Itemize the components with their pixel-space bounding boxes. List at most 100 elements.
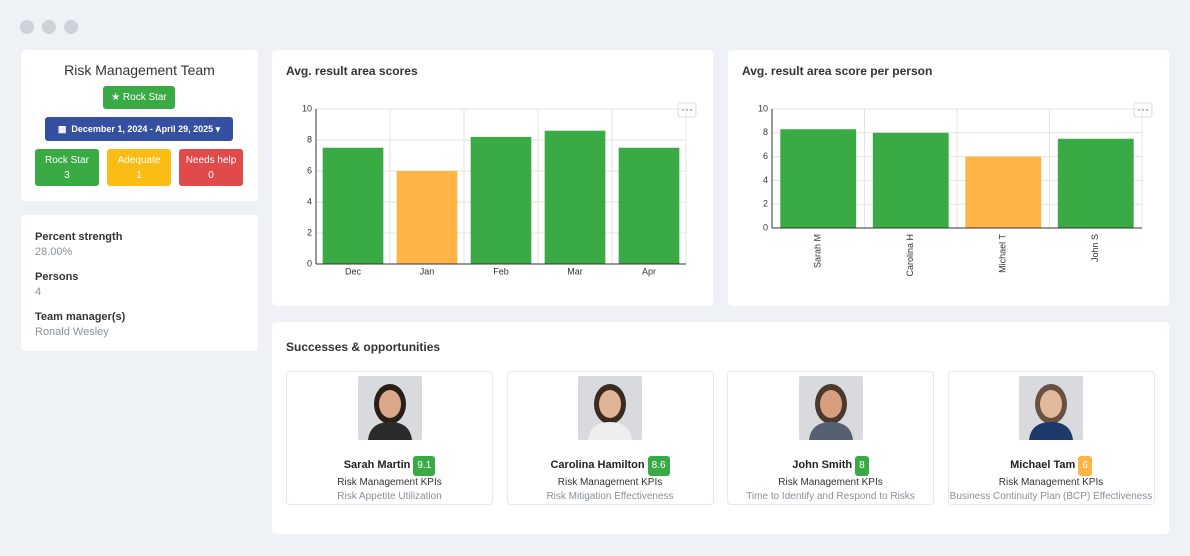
chart: Avg. result area score per person 0 2 4 6 8 10…: [742, 64, 1153, 277]
person-card[interactable]: John Smith 8 Risk Management KPIs Time to I…: [727, 371, 934, 505]
info-label: Percent strength: [35, 231, 123, 243]
person-card[interactable]: Michael Tam 6 Risk Management KPIs Business…: [947, 371, 1155, 505]
y-tick-label: 4: [763, 175, 768, 185]
shirt: [367, 422, 412, 440]
score-badge: 8.6: [647, 456, 670, 476]
bar: [780, 129, 857, 228]
chart: Avg. result area scores 0 2 4 6 8 10 Dec Jan Feb M…: [286, 64, 697, 276]
chart-card: Avg. result area score per person 0 2 4 6 8 10…: [728, 50, 1169, 306]
bar: [470, 136, 532, 264]
bar: [544, 130, 606, 264]
person-name: John Smith: [792, 459, 853, 471]
person-name: Carolina Hamilton: [550, 459, 645, 471]
stat-label: Needs help: [185, 155, 237, 166]
info-value: 28.00%: [35, 246, 73, 258]
stat-count: 1: [136, 170, 142, 181]
info-value: 4: [35, 286, 42, 298]
face: [1040, 390, 1062, 418]
stat-box[interactable]: Adequate 1: [107, 149, 171, 186]
bar: [1057, 138, 1134, 228]
badge[interactable]: ★ Rock Star: [103, 86, 175, 109]
shirt: [808, 422, 853, 440]
face: [819, 390, 842, 418]
area: Business Continuity Plan (BCP) Effective…: [949, 491, 1153, 502]
info-value: Ronald Wesley: [35, 326, 109, 338]
y-tick-label: 0: [763, 222, 768, 232]
photo: [357, 376, 422, 440]
x-tick-label: Sarah M: [813, 234, 823, 268]
area: Risk Mitigation Effectiveness: [546, 491, 674, 502]
team-card: Risk Management Team ★ Rock Star ▦ Decem…: [21, 50, 258, 201]
y-tick-label: 2: [763, 199, 768, 209]
x-tick-label: Jan: [420, 266, 435, 276]
x-tick-label: Apr: [642, 266, 656, 276]
bar: [618, 147, 680, 264]
score-badge: 9.1: [413, 456, 436, 476]
person-card[interactable]: Sarah Martin 9.1 Risk Management KPIs Risk …: [286, 371, 493, 505]
person-card[interactable]: Carolina Hamilton 8.6 Risk Management KPIs…: [506, 371, 714, 505]
area: Time to Identify and Respond to Risks: [746, 491, 915, 502]
section-title: Successes & opportunities: [286, 340, 441, 354]
person-name: Michael Tam: [1010, 459, 1076, 471]
info-label: Team manager(s): [35, 311, 126, 323]
menu-dot: [1146, 109, 1148, 111]
y-tick-label: 0: [307, 258, 312, 268]
chart-title: Avg. result area scores: [286, 64, 418, 78]
shirt: [1029, 422, 1073, 440]
window-dot: [64, 20, 78, 34]
menu-dot: [1138, 109, 1140, 111]
kpi: Risk Management KPIs: [337, 477, 442, 488]
menu-dot: [686, 109, 688, 111]
y-tick-label: 10: [758, 103, 768, 113]
photo: [1019, 376, 1083, 440]
kpi: Risk Management KPIs: [778, 477, 883, 488]
x-tick-label: Carolina H: [905, 234, 915, 277]
y-tick-label: 10: [302, 103, 312, 113]
y-tick-label: 8: [307, 134, 312, 144]
x-tick-label: Feb: [493, 266, 509, 276]
kpi: Risk Management KPIs: [557, 477, 663, 488]
name-row: John Smith 8: [728, 455, 933, 476]
info-card: Percent strength 28.00% Persons 4 Team manag…: [21, 215, 258, 351]
menu-dot: [1142, 109, 1144, 111]
photo: [798, 376, 863, 440]
score-badge: 6: [1078, 456, 1092, 476]
photo: [578, 376, 642, 440]
person-name: Sarah Martin: [343, 459, 411, 471]
bar: [965, 156, 1042, 228]
y-tick-label: 6: [307, 165, 312, 175]
chart-title: Avg. result area score per person: [742, 64, 932, 78]
name-row: Michael Tam 6: [949, 455, 1154, 476]
y-tick-label: 6: [763, 151, 768, 161]
menu-dot: [690, 109, 692, 111]
y-tick-label: 4: [307, 196, 312, 206]
x-tick-label: John S: [1090, 234, 1100, 262]
stat-count: 3: [64, 170, 70, 181]
info-label: Persons: [35, 271, 79, 283]
name-row: Carolina Hamilton 8.6: [508, 455, 713, 476]
team-title: Risk Management Team: [64, 62, 215, 78]
face: [599, 390, 621, 418]
x-tick-label: Michael T: [998, 234, 1008, 273]
window-dot: [42, 20, 56, 34]
date-range: December 1, 2024 - April 29, 2025: [71, 124, 214, 134]
y-tick-label: 8: [763, 127, 768, 137]
area: Risk Appetite Utilization: [337, 491, 442, 502]
chart-card: Avg. result area scores 0 2 4 6 8 10 Dec Jan Feb M…: [272, 50, 713, 306]
x-tick-label: Dec: [345, 266, 362, 276]
bar: [322, 147, 384, 264]
successes-card: Successes & opportunities Sarah Martin 9.…: [272, 322, 1169, 534]
stat-label: Rock Star: [45, 155, 89, 166]
date-picker[interactable]: ▦ December 1, 2024 - April 29, 2025 ▾: [45, 117, 233, 141]
kpi: Risk Management KPIs: [998, 477, 1104, 488]
name-row: Sarah Martin 9.1: [287, 455, 492, 476]
stat-box[interactable]: Rock Star 3: [35, 149, 99, 186]
stat-label: Adequate: [117, 155, 161, 166]
window-dot: [20, 20, 34, 34]
bar: [396, 171, 458, 264]
y-tick-label: 2: [307, 227, 312, 237]
stat-box[interactable]: Needs help 0: [179, 149, 243, 186]
shirt: [588, 422, 632, 440]
x-tick-label: Mar: [567, 266, 583, 276]
